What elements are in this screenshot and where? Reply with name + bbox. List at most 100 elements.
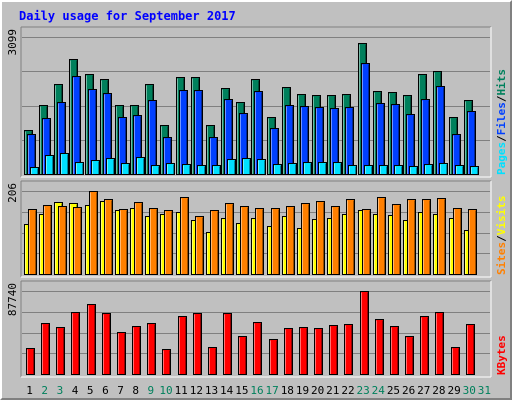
bar-body [468,209,477,275]
bar-body [466,324,475,375]
bar-kbytes [71,312,80,375]
bar-files [421,99,430,175]
bar-body [314,328,323,375]
bar-body [212,165,221,175]
bar-kbytes [238,336,247,375]
bar-kbytes [193,313,202,375]
bar-body [344,324,353,375]
bar-body [89,191,98,275]
bar-body [26,348,35,375]
day-label: 8 [132,384,139,397]
bar-sites [468,209,477,275]
bar-body [377,197,386,275]
bar-pages [257,159,266,175]
bar-body [301,203,310,275]
bar-pages [60,153,69,175]
bar-pages [182,164,191,175]
bar-kbytes [102,313,111,375]
bar-body [288,163,297,175]
bar-body [470,166,479,175]
bar-sites [407,199,416,275]
bar-kbytes [223,313,232,375]
bar-body [178,316,187,375]
bar-files [391,104,400,175]
bar-sites [453,208,462,275]
day-label: 15 [235,384,248,397]
bar-kbytes [284,328,293,375]
bar-body [147,323,156,375]
bar-files [194,90,203,175]
bar-body [422,199,431,275]
bar-kbytes [329,325,338,375]
bar-pages [455,165,464,175]
day-label: 21 [326,384,339,397]
day-label: 2 [41,384,48,397]
day-label: 26 [402,384,415,397]
day-label: 23 [357,384,370,397]
bar-body [164,210,173,275]
bar-body [136,157,145,175]
bar-body [227,159,236,175]
bar-body [362,209,371,275]
bar-kbytes [178,316,187,375]
bar-sites [271,208,280,275]
bar-pages [379,165,388,175]
bar-kbytes [390,326,399,375]
bar-files [376,103,385,175]
bar-body [56,327,65,375]
bar-kbytes [56,327,65,375]
usage-panel-middle: 206 Sites/Visits [6,180,508,278]
bar-sites [316,201,325,275]
bar-pages [318,162,327,175]
day-label: 1 [26,384,33,397]
bar-body [240,206,249,275]
bar-body [257,159,266,175]
bar-body [407,199,416,275]
bar-body [253,322,262,375]
bar-body [303,162,312,175]
day-label: 29 [447,384,460,397]
bar-body [439,163,448,175]
bar-body [102,313,111,375]
bar-body [392,204,401,275]
day-label: 16 [250,384,263,397]
bar-kbytes [360,291,369,375]
bar-body [390,326,399,375]
legend-entry: Files [495,102,508,135]
day-label: 3 [57,384,64,397]
bar-sites [28,209,37,275]
bar-pages [45,155,54,175]
bar-body [71,312,80,375]
day-label: 25 [387,384,400,397]
day-label: 24 [372,384,386,397]
legend-entry: / [495,135,508,142]
bar-body [195,216,204,275]
legend-entry: / [495,95,508,102]
bar-sites [362,209,371,275]
bar-sites [104,199,113,275]
bar-sites [134,202,143,275]
bar-body [166,163,175,175]
bar-body [121,163,130,175]
bar-sites [422,199,431,275]
legend: Pages/Files/Hits [495,69,508,175]
bar-body [242,158,251,175]
bar-kbytes [26,348,35,375]
bar-body [284,328,293,375]
bar-sites [58,206,67,275]
bar-body [208,347,217,375]
bar-pages [273,164,282,175]
bar-sites [255,208,264,275]
day-label: 20 [311,384,324,397]
bar-pages [333,162,342,175]
bar-body [318,162,327,175]
bar-body [132,326,141,375]
bar-pages [151,165,160,175]
bar-body [75,162,84,175]
day-label: 14 [220,384,234,397]
bar-body [210,210,219,275]
bar-body [346,199,355,275]
legend-entry: / [495,235,508,242]
bar-pages [136,157,145,175]
